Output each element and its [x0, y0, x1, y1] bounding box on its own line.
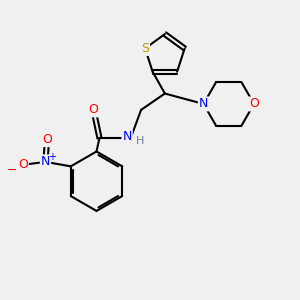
Text: O: O: [42, 133, 52, 146]
Text: H: H: [136, 136, 144, 146]
Text: +: +: [48, 152, 56, 161]
Text: N: N: [199, 98, 208, 110]
Text: O: O: [18, 158, 28, 171]
Text: O: O: [88, 103, 98, 116]
Text: N: N: [41, 155, 50, 168]
Text: −: −: [7, 164, 17, 177]
Text: S: S: [141, 42, 149, 55]
Text: O: O: [249, 98, 259, 110]
Text: N: N: [122, 130, 132, 143]
